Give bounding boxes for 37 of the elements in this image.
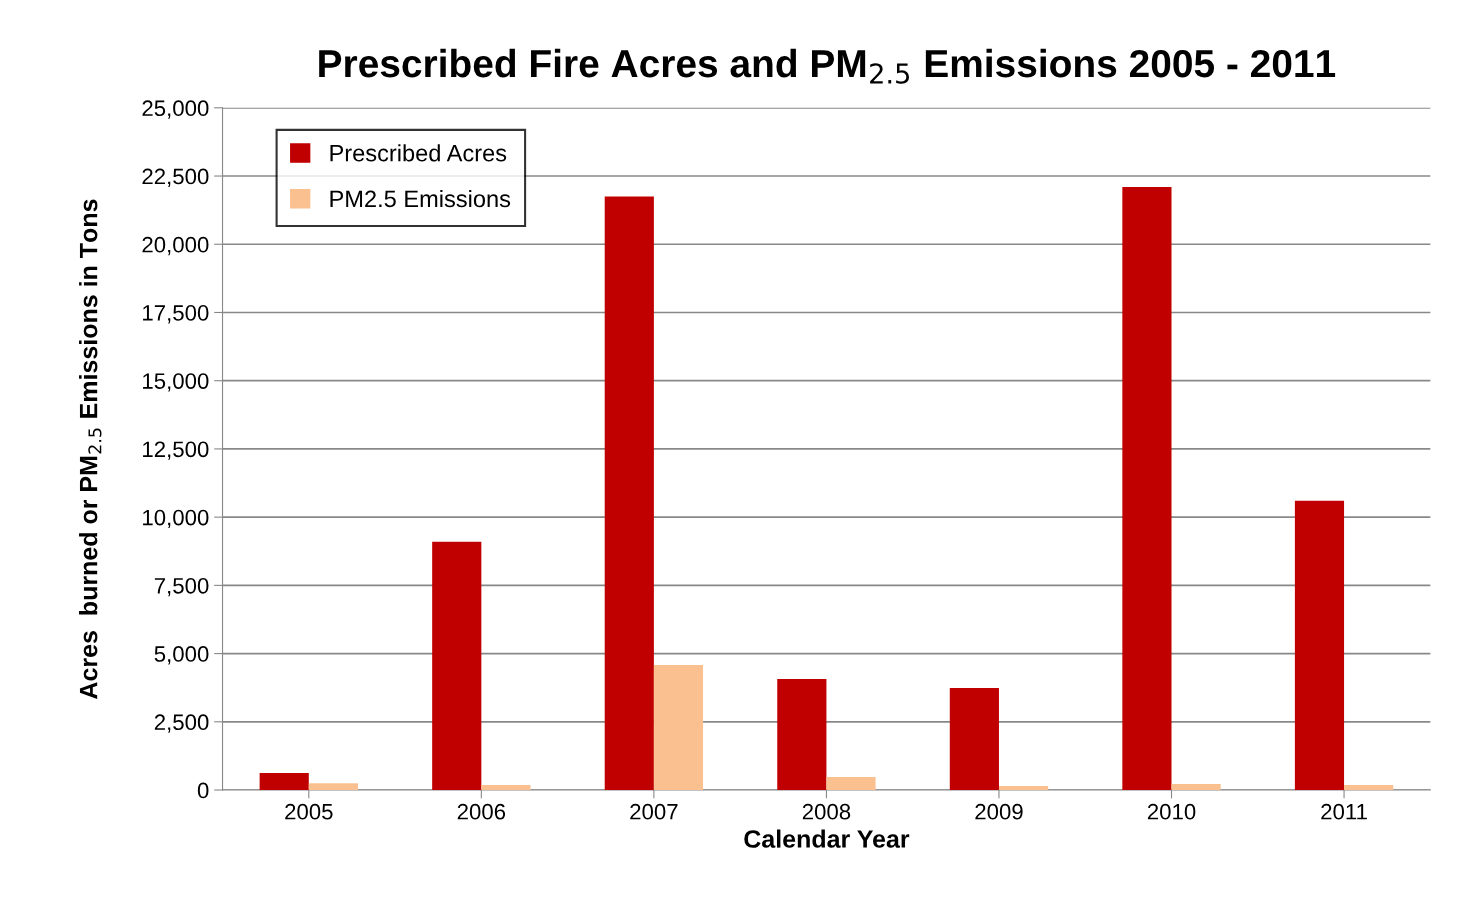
bar [949, 687, 999, 791]
legend-label: PM2.5 Emissions [330, 189, 511, 208]
x-tick-label: 2011 [1321, 803, 1367, 820]
x-tick-label: 2008 [802, 803, 851, 820]
bar [1171, 784, 1221, 791]
y-tick-label: 10,000 [143, 509, 209, 529]
bar [308, 783, 358, 791]
bar [481, 785, 531, 791]
y-tick-label: 5,000 [154, 646, 209, 665]
x-tick-label: 2007 [630, 803, 678, 820]
bar [653, 665, 704, 791]
bar [259, 773, 309, 791]
y-tick-label: 25,000 [142, 100, 209, 119]
bar [826, 776, 876, 791]
bar [998, 785, 1049, 791]
bar [1122, 186, 1172, 791]
y-axis-title: Acres burned or PM$_{2.5}$ Emissions in Tons [79, 199, 102, 699]
x-axis-title: Calendar Year [744, 829, 910, 848]
bar [432, 541, 482, 791]
y-tick-label: 0 [197, 782, 209, 799]
x-tick-label: 2006 [457, 803, 506, 820]
y-tick-label: 17,500 [143, 305, 209, 324]
y-tick-label: 2,500 [154, 714, 209, 733]
y-tick-label: 12,500 [143, 441, 209, 460]
chart-title: Prescribed Fire Acres and PM$_{2.5}$ Emissions 2005 - 2011 [319, 48, 1336, 84]
y-tick-label: 15,000 [143, 373, 209, 392]
x-tick-label: 2005 [285, 803, 333, 820]
bar [1344, 785, 1394, 791]
x-tick-label: 2009 [975, 803, 1023, 820]
bar [1294, 500, 1345, 791]
y-tick-label: 7,500 [154, 577, 209, 597]
x-tick-label: 2010 [1147, 803, 1196, 820]
y-tick-label: 20,000 [142, 236, 209, 256]
bar [604, 196, 654, 791]
legend-label: Prescribed Acres [330, 144, 507, 162]
y-tick-label: 22,500 [142, 168, 209, 187]
bar [777, 678, 827, 791]
